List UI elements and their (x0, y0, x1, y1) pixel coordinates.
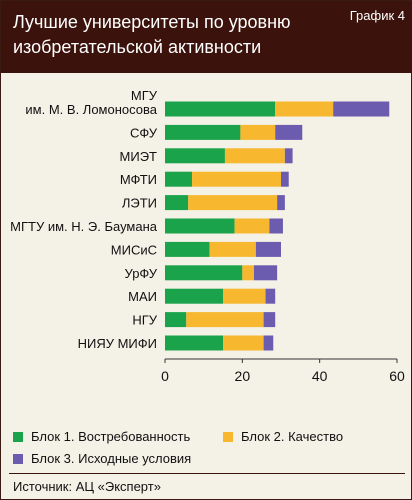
bar-3-series-2 (224, 148, 285, 164)
bar-8-series-2 (242, 265, 254, 281)
category-label-1-line-2: им. М. В. Ломоносова (25, 102, 157, 117)
bar-1-series-1 (165, 101, 276, 117)
bar-2-series-3 (275, 124, 303, 140)
legend-swatch-2 (223, 431, 233, 442)
bar-9-series-1 (165, 288, 223, 304)
x-tick-label-1: 0 (161, 368, 169, 384)
legend-item-2: Блок 2. Качество (223, 429, 343, 444)
legend-label-3: Блок 3. Исходные условия (31, 451, 192, 466)
category-label-5: ЛЭТИ (122, 196, 157, 211)
bar-11-series-3 (263, 335, 274, 351)
bar-8-series-3 (253, 265, 278, 281)
bar-6-series-1 (165, 218, 235, 234)
legend-label-1: Блок 1. Востребованность (31, 429, 191, 444)
bar-10-series-2 (186, 312, 264, 328)
bar-1-series-2 (275, 101, 334, 117)
footer-divider (9, 473, 405, 474)
category-label-3: МИЭТ (120, 149, 158, 164)
bar-7-series-3 (255, 241, 281, 257)
category-label-6: МГТУ им. Н. Э. Баумана (10, 219, 158, 234)
x-tick-label-2: 20 (235, 368, 251, 384)
category-label-1-line-1: МГУ (131, 88, 158, 103)
category-label-8: УрФУ (125, 266, 158, 281)
legend-swatch-3 (13, 453, 23, 464)
bar-2-series-1 (165, 124, 241, 140)
chart-title-line-1: Лучшие университеты по уровню (13, 12, 291, 32)
bar-2-series-2 (240, 124, 276, 140)
bar-7-series-1 (165, 241, 210, 257)
bar-4-series-1 (165, 171, 193, 187)
category-label-9: МАИ (128, 289, 157, 304)
bar-11-series-2 (223, 335, 264, 351)
bar-5-series-1 (165, 195, 189, 211)
bar-5-series-2 (188, 195, 278, 211)
chart-title-line-2: изобретательской активности (13, 37, 262, 57)
bar-4-series-3 (281, 171, 289, 187)
bar-10-series-3 (263, 312, 276, 328)
bar-9-series-3 (265, 288, 276, 304)
category-label-10: НГУ (132, 313, 157, 328)
bar-9-series-2 (223, 288, 266, 304)
legend-item-1: Блок 1. Востребованность (13, 429, 190, 444)
legend-swatch-1 (13, 431, 23, 442)
x-tick-label-4: 60 (389, 368, 405, 384)
legend-item-3: Блок 3. Исходные условия (13, 451, 191, 466)
source-note: Источник: АЦ «Эксперт» (13, 479, 161, 494)
legend-label-2: Блок 2. Качество (241, 429, 344, 444)
category-label-2: СФУ (130, 125, 158, 140)
bar-3-series-3 (284, 148, 293, 164)
bar-11-series-1 (165, 335, 223, 351)
category-label-11: НИЯУ МИФИ (78, 336, 157, 351)
chart-number: График 4 (349, 8, 405, 23)
bar-6-series-2 (234, 218, 270, 234)
header-bar: Лучшие университеты по уровню изобретате… (1, 1, 412, 73)
x-tick-label-3: 40 (312, 368, 328, 384)
bar-3-series-1 (165, 148, 225, 164)
bar-4-series-2 (192, 171, 281, 187)
bar-10-series-1 (165, 312, 187, 328)
bar-8-series-1 (165, 265, 243, 281)
bar-7-series-2 (209, 241, 256, 257)
bar-5-series-3 (277, 195, 285, 211)
chart-title: Лучшие университеты по уровню изобретате… (13, 10, 333, 60)
category-label-4: МФТИ (120, 172, 157, 187)
bar-1-series-3 (333, 101, 390, 117)
category-label-7: МИСиС (111, 242, 157, 257)
bar-6-series-3 (269, 218, 283, 234)
